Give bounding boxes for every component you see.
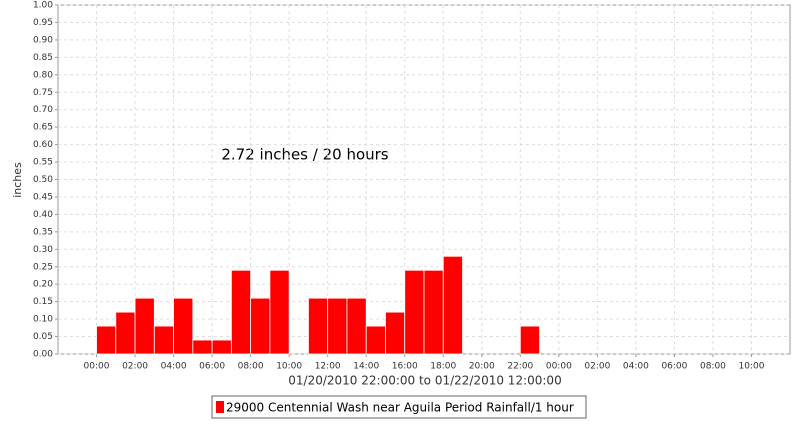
y-tick-label: 0.20 xyxy=(33,280,53,290)
y-tick-label: 0.35 xyxy=(33,227,53,237)
x-tick-label: 04:00 xyxy=(623,362,649,372)
bar xyxy=(250,297,271,355)
bar xyxy=(423,269,444,355)
y-tick-label: 0.80 xyxy=(33,70,53,80)
legend xyxy=(211,395,587,419)
x-tick-label: 06:00 xyxy=(199,362,225,372)
x-tick-label: 10:00 xyxy=(739,362,765,372)
y-tick-label: 0.25 xyxy=(33,262,53,272)
x-tick-label: 12:00 xyxy=(315,362,341,372)
x-tick-label: 18:00 xyxy=(430,362,456,372)
legend-swatch xyxy=(216,401,224,413)
bar xyxy=(404,269,425,355)
y-tick-label: 0.95 xyxy=(33,18,53,28)
y-tick-label: 1.00 xyxy=(33,1,53,11)
bar xyxy=(385,311,406,355)
bar xyxy=(96,325,117,355)
annotation: 2.72 inches / 20 hours xyxy=(221,146,388,164)
x-tick-label: 00:00 xyxy=(546,362,572,372)
x-tick-label: 14:00 xyxy=(353,362,379,372)
bar xyxy=(192,339,213,355)
y-tick-label: 0.30 xyxy=(33,245,53,255)
x-tick-label: 22:00 xyxy=(507,362,533,372)
x-axis-label: 01/20/2010 22:00:00 to 01/22/2010 12:00:… xyxy=(288,374,561,388)
y-tick-label: 0.65 xyxy=(33,123,53,133)
bar xyxy=(230,269,252,355)
y-tick-label: 0.40 xyxy=(33,210,53,220)
y-tick-label: 0.55 xyxy=(33,158,53,168)
x-tick-label: 20:00 xyxy=(469,362,495,372)
y-tick-label: 0.50 xyxy=(33,175,53,185)
y-tick-label: 0.60 xyxy=(33,140,53,150)
x-tick-label: 10:00 xyxy=(276,362,302,372)
x-tick-label: 00:00 xyxy=(84,362,110,372)
y-tick-label: 0.10 xyxy=(33,315,53,325)
bar xyxy=(308,297,329,355)
bar xyxy=(173,297,194,355)
bar xyxy=(153,325,174,355)
y-tick-label: 0.70 xyxy=(33,105,53,115)
x-tick-label: 16:00 xyxy=(392,362,418,372)
y-tick-label: 0.75 xyxy=(33,88,53,98)
bar xyxy=(327,297,348,355)
x-tick-label: 08:00 xyxy=(238,362,264,372)
legend-label: 29000 Centennial Wash near Aguila Period… xyxy=(226,401,574,415)
bar xyxy=(134,297,155,355)
y-tick-label: 0.05 xyxy=(33,332,53,342)
bar xyxy=(115,311,136,355)
y-tick-label: 0.15 xyxy=(33,297,53,307)
bar xyxy=(346,297,367,355)
x-tick-label: 06:00 xyxy=(661,362,687,372)
bar xyxy=(519,325,540,355)
x-tick-label: 04:00 xyxy=(161,362,187,372)
x-tick-label: 02:00 xyxy=(584,362,610,372)
bar xyxy=(365,325,386,355)
y-tick-label: 0.85 xyxy=(33,53,53,63)
y-axis-label: inches xyxy=(11,162,24,198)
bar xyxy=(211,339,232,355)
bar xyxy=(442,255,463,355)
x-tick-label: 08:00 xyxy=(700,362,726,372)
y-tick-label: 0.45 xyxy=(33,192,53,202)
y-tick-label: 0.00 xyxy=(33,350,53,360)
x-tick-label: 02:00 xyxy=(122,362,148,372)
y-tick-label: 0.90 xyxy=(33,35,53,45)
bar xyxy=(269,269,290,355)
